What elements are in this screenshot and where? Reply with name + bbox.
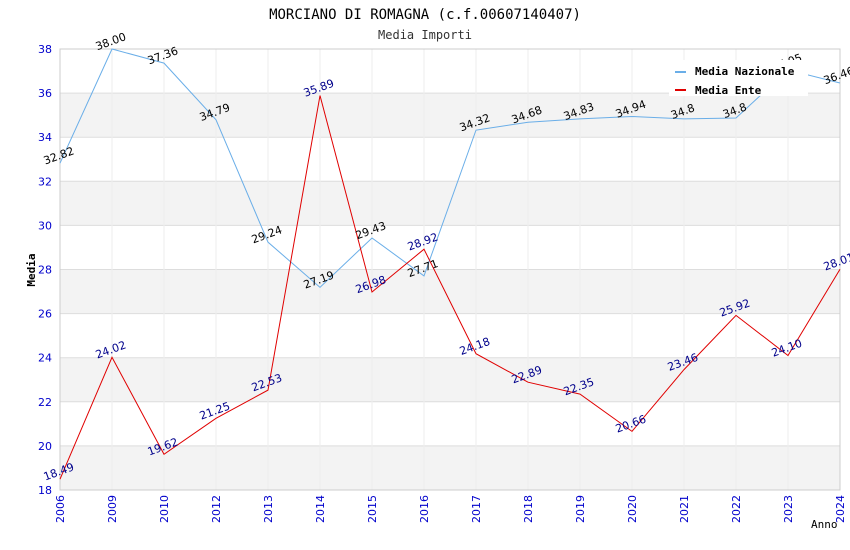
series-lines [59,48,841,480]
y-tick-label-26: 26 [38,308,52,321]
x-axis: 2006 2009 2010 2012 2013 2014 2015 2016 2017 2018… [54,495,847,523]
data-label-media-ente-2020: 20.66 [614,413,648,436]
series-line-media-nazionale [59,48,841,289]
band-8 [60,93,840,138]
gridlines [59,48,841,491]
band-0 [60,445,840,490]
y-axis: 18 20 22 24 26 28 30 32 34 36 38 [38,43,52,497]
x-tick-label-2010: 2010 [158,495,171,523]
x-tick-label-2016: 2016 [418,495,431,523]
x-tick-label-2009: 2009 [106,495,119,523]
y-tick-label-28: 28 [38,264,52,277]
x-tick-label-2021: 2021 [678,495,691,523]
data-label-media-nazionale-2009: 38.00 [94,30,128,53]
plot-background-bands [60,93,840,490]
legend-label-media-nazionale: Media Nazionale [695,65,795,78]
x-tick-label-2023: 2023 [782,495,795,523]
x-tick-label-2006: 2006 [54,495,67,523]
chart-subtitle: Media Importi [378,28,472,42]
x-tick-label-2022: 2022 [730,495,743,523]
y-tick-label-20: 20 [38,440,52,453]
chart-title: MORCIANO DI ROMAGNA (c.f.00607140407) [269,7,581,23]
legend: Media Nazionale Media Ente [669,60,808,97]
x-tick-label-2018: 2018 [522,495,535,523]
y-tick-label-36: 36 [38,87,52,100]
data-label-media-nazionale-2024: 36.46 [822,64,850,87]
data-label-media-nazionale-2013: 29.24 [250,223,284,246]
y-tick-label-38: 38 [38,43,52,56]
x-tick-label-2013: 2013 [262,495,275,523]
data-label-media-nazionale-2006: 32.82 [42,144,76,167]
x-tick-label-2012: 2012 [210,495,223,523]
band-4 [60,269,840,314]
y-tick-label-18: 18 [38,484,52,497]
data-label-media-nazionale-2010: 37.36 [146,44,180,67]
y-axis-label: Media [25,253,38,286]
y-tick-label-32: 32 [38,175,52,188]
y-tick-label-22: 22 [38,396,52,409]
x-tick-label-2020: 2020 [626,495,639,523]
y-tick-label-30: 30 [38,219,52,232]
x-tick-label-2024: 2024 [834,495,847,523]
x-tick-label-2015: 2015 [366,495,379,523]
x-tick-label-2017: 2017 [470,495,483,523]
legend-box [669,60,808,96]
y-tick-label-34: 34 [38,131,52,144]
legend-label-media-ente: Media Ente [695,84,762,97]
x-axis-label: Anno [811,518,838,531]
x-tick-label-2014: 2014 [314,495,327,523]
data-label-media-ente-2017: 24.18 [458,335,492,358]
x-tick-label-2019: 2019 [574,495,587,523]
y-tick-label-24: 24 [38,352,52,365]
data-label-media-ente-2023: 24.10 [770,337,804,360]
series-line-media-ente [59,95,841,480]
band-2 [60,357,840,402]
